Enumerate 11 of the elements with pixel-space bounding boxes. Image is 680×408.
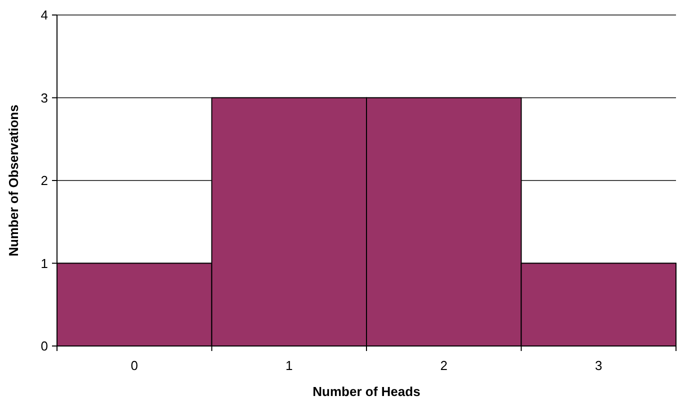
x-axis-title: Number of Heads — [312, 384, 420, 399]
x-tick-label: 2 — [440, 358, 448, 373]
x-tick-label: 3 — [595, 358, 602, 373]
y-axis-title: Number of Observations — [6, 104, 21, 256]
y-tick-label: 2 — [40, 173, 48, 188]
y-tick-label: 0 — [40, 338, 48, 354]
x-tick-label: 0 — [130, 358, 138, 373]
x-tick-label: 1 — [286, 358, 293, 373]
y-tick-label: 4 — [40, 8, 48, 23]
y-tick-label: 3 — [40, 90, 48, 106]
y-tick-label: 1 — [40, 256, 48, 271]
